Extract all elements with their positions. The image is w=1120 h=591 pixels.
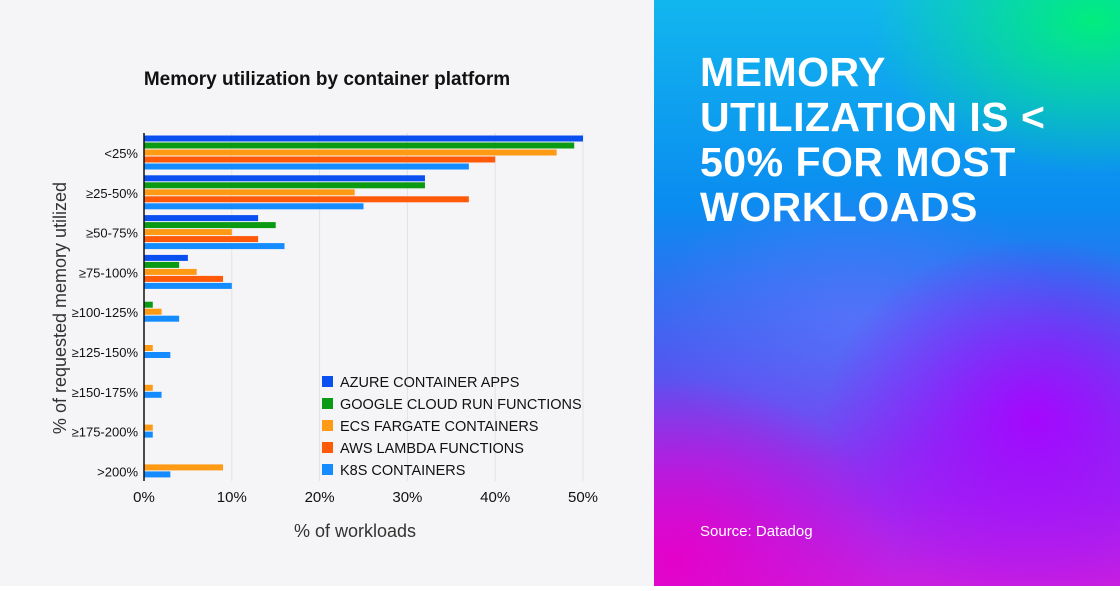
bar bbox=[144, 182, 425, 189]
bar bbox=[144, 254, 188, 261]
legend-label: AZURE CONTAINER APPS bbox=[340, 375, 519, 391]
x-tick-label: 40% bbox=[480, 489, 510, 506]
bar bbox=[144, 156, 496, 163]
bar bbox=[144, 268, 197, 275]
x-tick-label: 20% bbox=[305, 489, 335, 506]
y-tick-label: <25% bbox=[104, 146, 138, 161]
y-tick-label: ≥25-50% bbox=[86, 186, 138, 201]
x-tick-label: 50% bbox=[568, 489, 598, 506]
bar bbox=[144, 282, 232, 289]
legend-label: AWS LAMBDA FUNCTIONS bbox=[340, 441, 524, 457]
y-tick-label: ≥150-175% bbox=[72, 385, 139, 400]
bar bbox=[144, 384, 153, 391]
bar bbox=[144, 163, 469, 170]
x-tick-label: 30% bbox=[392, 489, 422, 506]
headline-panel: MEMORY UTILIZATION IS < 50% FOR MOST WOR… bbox=[654, 0, 1120, 586]
y-tick-label: >200% bbox=[97, 464, 138, 479]
bar bbox=[144, 135, 583, 142]
bar bbox=[144, 424, 153, 431]
legend-label: K8S CONTAINERS bbox=[340, 463, 465, 479]
source-note: Source: Datadog bbox=[700, 523, 813, 540]
bar bbox=[144, 431, 153, 438]
legend-swatch bbox=[322, 420, 333, 431]
bar bbox=[144, 261, 180, 268]
legend-swatch bbox=[322, 442, 333, 453]
bar bbox=[144, 189, 355, 196]
bar bbox=[144, 315, 180, 322]
legend-label: GOOGLE CLOUD RUN FUNCTIONS bbox=[340, 397, 582, 413]
bar bbox=[144, 236, 259, 243]
y-tick-label: ≥75-100% bbox=[79, 265, 139, 280]
bar bbox=[144, 275, 224, 282]
y-tick-label: ≥125-150% bbox=[72, 345, 139, 360]
x-axis-label: % of workloads bbox=[294, 521, 416, 541]
bar bbox=[144, 352, 171, 358]
legend-label: ECS FARGATE CONTAINERS bbox=[340, 419, 538, 435]
legend-swatch bbox=[322, 376, 333, 387]
headline: MEMORY UTILIZATION IS < 50% FOR MOST WOR… bbox=[700, 49, 1046, 230]
bar bbox=[144, 149, 557, 156]
y-tick-label: ≥175-200% bbox=[72, 425, 139, 440]
bar bbox=[144, 196, 469, 203]
bar bbox=[144, 222, 276, 229]
y-tick-label: ≥100-125% bbox=[72, 305, 139, 320]
bar bbox=[144, 229, 232, 236]
x-tick-label: 0% bbox=[133, 489, 155, 506]
chart-title: Memory utilization by container platform bbox=[144, 69, 510, 90]
bar bbox=[144, 203, 364, 210]
bar bbox=[144, 308, 162, 315]
bar bbox=[144, 215, 259, 222]
bar bbox=[144, 301, 153, 308]
bar bbox=[144, 243, 285, 250]
bar-chart: Memory utilization by container platform… bbox=[50, 69, 598, 541]
chart-panel: Memory utilization by container platform… bbox=[50, 69, 599, 541]
y-tick-label: ≥50-75% bbox=[86, 226, 138, 241]
bar bbox=[144, 391, 162, 398]
legend-swatch bbox=[322, 398, 333, 409]
bar bbox=[144, 142, 575, 149]
legend-swatch bbox=[322, 464, 333, 475]
x-tick-label: 10% bbox=[217, 489, 247, 506]
y-axis-label: % of requested memory utilized bbox=[50, 182, 70, 434]
bar bbox=[144, 464, 224, 471]
bar bbox=[144, 345, 153, 351]
bar bbox=[144, 175, 425, 182]
bar bbox=[144, 471, 171, 478]
